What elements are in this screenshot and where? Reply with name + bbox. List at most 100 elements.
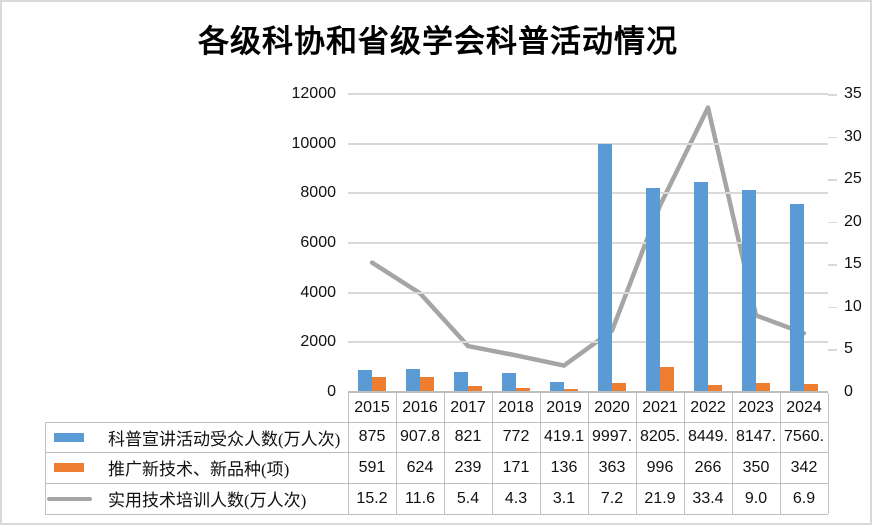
value-cell: 4.3 [504, 489, 528, 507]
year-cell: 2024 [786, 398, 822, 416]
right-axis-tick [828, 136, 837, 139]
table-vertical-border [780, 393, 781, 514]
value-cell: 591 [358, 458, 386, 476]
value-cell: 419.1 [543, 428, 585, 445]
value-cell: 136 [550, 458, 578, 476]
gridline [348, 291, 828, 294]
right-axis-tick [828, 221, 837, 224]
right-axis-tick-label: 10 [844, 297, 862, 315]
table-vertical-border [636, 393, 637, 514]
value-cell: 342 [790, 458, 818, 476]
left-axis-tick-label: 6000 [300, 234, 336, 251]
right-axis-tick-label: 0 [844, 383, 853, 400]
value-cell: 624 [406, 458, 434, 476]
legend-label: 科普宣讲活动受众人数(万人次) [108, 429, 341, 449]
value-cell: 266 [694, 458, 722, 476]
value-cell: 239 [454, 458, 482, 476]
value-cell: 7560. [783, 428, 825, 445]
year-cell: 2022 [690, 398, 726, 416]
table-vertical-border [444, 393, 445, 514]
left-axis-tick-label: 0 [327, 383, 336, 400]
year-cell: 2015 [354, 398, 390, 416]
bar-orange [420, 376, 434, 392]
bar-orange [660, 367, 674, 392]
value-cell: 996 [646, 458, 674, 476]
bar-orange [372, 377, 386, 392]
legend-line-swatch [47, 496, 92, 501]
gridline [348, 242, 828, 244]
gridline [348, 142, 828, 145]
right-axis-tick-label: 5 [844, 340, 853, 358]
left-axis-tick-label: 12000 [291, 85, 337, 102]
value-cell: 33.4 [692, 489, 724, 507]
right-axis-tick-label: 20 [844, 212, 862, 230]
bar-orange [468, 386, 482, 392]
value-cell: 15.2 [356, 489, 388, 507]
table-horizontal-border [45, 483, 828, 484]
value-cell: 11.6 [405, 489, 435, 507]
gridline [348, 93, 828, 95]
value-cell: 821 [454, 428, 482, 445]
right-axis-tick-label: 15 [844, 255, 862, 273]
table-horizontal-border [45, 452, 828, 453]
legend-row: 科普宣讲活动受众人数(万人次) [45, 422, 348, 452]
value-cell: 875 [358, 428, 386, 445]
legend-bar-swatch [54, 432, 84, 442]
left-axis-tick-label: 10000 [291, 134, 337, 152]
table-horizontal-border [45, 514, 828, 515]
x-axis-line [348, 391, 828, 393]
value-cell: 8449. [687, 428, 729, 445]
right-axis-tick [828, 264, 837, 266]
value-cell: 9997. [591, 428, 633, 445]
bar-orange [708, 385, 722, 392]
table-vertical-border [348, 393, 349, 514]
bar-blue [454, 371, 468, 392]
year-cell: 2021 [642, 398, 678, 416]
left-axis-tick-label: 2000 [300, 333, 336, 351]
value-cell: 7.2 [600, 489, 624, 507]
line-series [369, 105, 807, 368]
gridline [348, 341, 828, 344]
value-cell: 8205. [639, 428, 681, 445]
bar-blue [742, 189, 756, 392]
bar-blue [598, 143, 612, 392]
year-cell: 2023 [738, 398, 774, 416]
legend-label: 实用技术培训人数(万人次) [108, 491, 307, 510]
right-axis-tick-label: 25 [844, 170, 862, 188]
gridline [348, 192, 828, 195]
bar-blue [550, 381, 564, 392]
value-cell: 907.8 [399, 428, 441, 445]
value-cell: 3.1 [552, 489, 576, 507]
legend-box-left-border [45, 422, 46, 514]
bar-blue [358, 370, 372, 392]
right-axis-tick [828, 349, 837, 351]
table-vertical-border [684, 393, 685, 514]
right-axis-tick-label: 30 [844, 127, 862, 145]
table-vertical-border [588, 393, 589, 514]
year-cell: 2017 [450, 398, 486, 416]
table-horizontal-border [45, 422, 828, 423]
bar-orange [756, 383, 770, 392]
bar-blue [406, 369, 420, 392]
value-cell: 6.9 [792, 489, 816, 507]
right-axis-tick [828, 179, 837, 181]
right-axis-tick [828, 94, 837, 96]
left-axis-tick-label: 8000 [300, 184, 336, 202]
bar-orange [804, 383, 818, 392]
year-cell: 2018 [498, 398, 534, 416]
bar-blue [790, 204, 804, 392]
value-cell: 5.4 [456, 489, 480, 507]
bar-orange [612, 382, 626, 392]
bar-blue [502, 372, 516, 392]
legend-label: 推广新技术、新品种(项) [108, 460, 290, 479]
table-vertical-border [540, 393, 541, 514]
left-axis-tick-label: 4000 [300, 283, 336, 301]
value-cell: 363 [598, 458, 626, 476]
value-cell: 350 [742, 458, 770, 476]
right-axis-tick-label: 35 [844, 85, 862, 102]
value-cell: 9.0 [744, 489, 768, 507]
year-cell: 2016 [402, 398, 438, 416]
value-cell: 772 [502, 428, 530, 445]
table-vertical-border [732, 393, 733, 514]
